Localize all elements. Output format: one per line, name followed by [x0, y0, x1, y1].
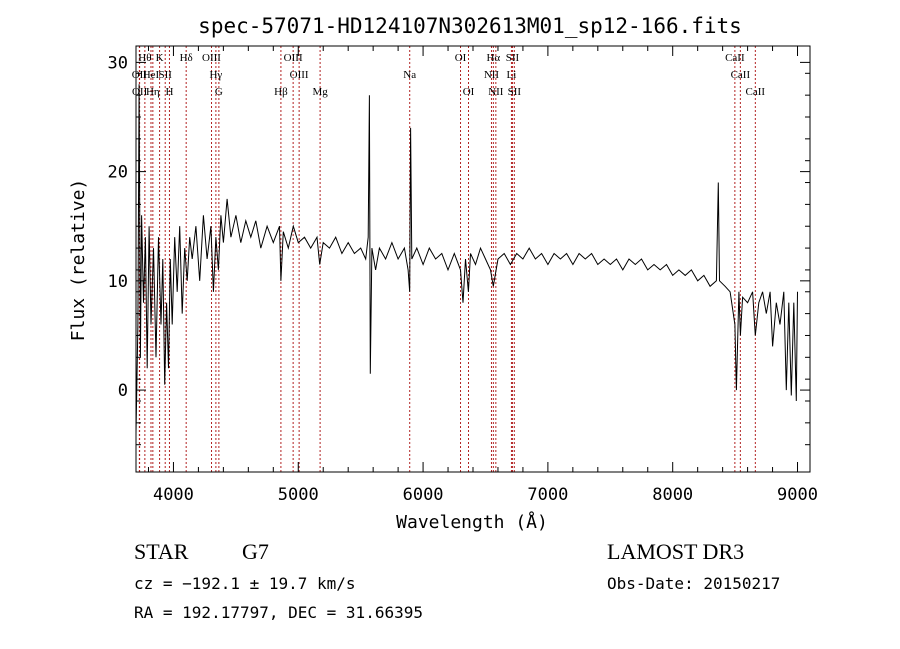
line-label: Mg [312, 86, 328, 98]
line-label: HeI [143, 69, 160, 81]
line-label: G [215, 86, 223, 98]
line-label: Na [403, 69, 416, 81]
line-label: K [156, 52, 164, 64]
y-tick-label: 10 [108, 272, 128, 292]
y-axis: 0 10 20 30 [108, 53, 810, 446]
y-tick-label: 0 [118, 381, 128, 401]
x-axis-label: Wavelength (Å) [396, 511, 548, 533]
line-label: CaII [725, 52, 745, 64]
spectral-line-markers [138, 46, 756, 472]
line-label: Hβ [274, 86, 288, 98]
line-label: CaII [746, 86, 766, 98]
y-tick-label: 20 [108, 163, 128, 183]
line-label: OI [455, 52, 467, 64]
line-label: Hδ [180, 52, 193, 64]
survey-name: LAMOST DR3 [607, 539, 745, 564]
redshift-value: cz = −192.1 ± 19.7 km/s [134, 574, 356, 593]
line-label: H [165, 86, 173, 98]
x-tick-label: 4000 [153, 485, 194, 505]
line-label: OIII [202, 52, 221, 64]
line-label: OIII [290, 69, 309, 81]
line-label: Hθ [138, 52, 151, 64]
x-tick-label: 5000 [278, 485, 319, 505]
line-label: OIII [284, 52, 303, 64]
line-label: Li [507, 69, 517, 81]
x-tick-label: 9000 [777, 485, 818, 505]
y-axis-label: Flux (relative) [68, 179, 89, 342]
x-tick-label: 7000 [527, 485, 568, 505]
chart-title: spec-57071-HD124107N302613M01_sp12-166.f… [198, 14, 742, 38]
line-label: NII [488, 86, 504, 98]
object-class: STAR [134, 539, 189, 564]
x-tick-label: 8000 [652, 485, 693, 505]
line-label: Hγ [209, 69, 222, 81]
x-axis: 4000 5000 6000 7000 8000 9000 [147, 46, 818, 505]
line-label: OI [463, 86, 475, 98]
line-label: Hα [486, 52, 500, 64]
line-label: SII [506, 52, 520, 64]
observation-date: Obs-Date: 20150217 [607, 574, 781, 593]
spectrum-line [135, 84, 798, 434]
line-label: Hη [146, 86, 160, 98]
coordinates: RA = 192.17797, DEC = 31.66395 [134, 603, 423, 622]
line-label: SII [508, 86, 522, 98]
object-subclass: G7 [242, 539, 269, 564]
line-label: CaII [731, 69, 751, 81]
y-tick-label: 30 [108, 53, 128, 73]
line-label: NII [484, 69, 500, 81]
line-label: SII [158, 69, 172, 81]
x-tick-label: 6000 [403, 485, 444, 505]
